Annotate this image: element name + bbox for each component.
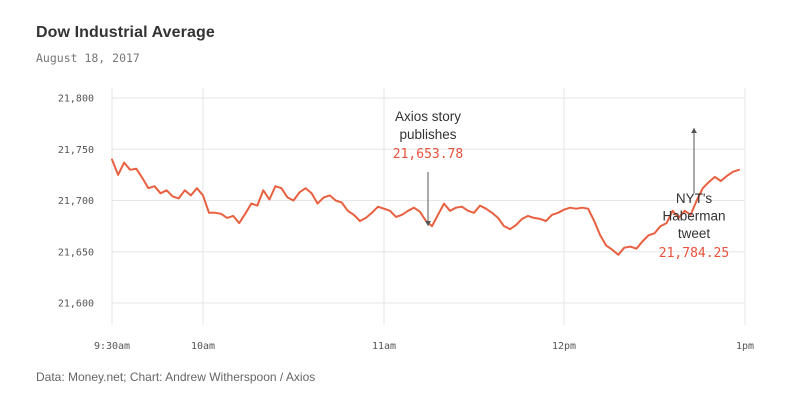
x-axis-labels: 9:30am 10am 11am 12pm 1pm [94, 341, 754, 352]
annotation-value: 21,784.25 [659, 246, 729, 261]
annotation: NYT's Haberman tweet 21,784.25 [659, 128, 729, 261]
annotation-arrowhead [691, 128, 697, 133]
source-credit: Data: Money.net; Chart: Andrew Witherspo… [36, 370, 316, 384]
y-tick-label: 21,800 [58, 94, 94, 105]
y-tick-label: 21,700 [58, 196, 94, 207]
annotation-layer: Axios story publishes 21,653.78 NYT's Haberm… [393, 109, 729, 261]
annotation-label: NYT's [676, 191, 713, 206]
line-chart: 21,600 21,650 21,700 21,750 21,800 9:30am 10a… [58, 88, 754, 352]
annotation-label: Axios story [395, 109, 461, 124]
chart-title: Dow Industrial Average [36, 24, 215, 41]
x-tick-label: 10am [191, 341, 215, 352]
grid-layer [111, 88, 746, 325]
y-tick-label: 21,750 [58, 145, 94, 156]
annotation-arrowhead [425, 221, 431, 226]
annotation-label: publishes [399, 127, 456, 142]
annotation-label: tweet [678, 226, 711, 241]
series-layer [111, 158, 740, 256]
annotation-label: Haberman [662, 209, 725, 224]
chart-subtitle: August 18, 2017 [36, 51, 140, 65]
series-line [111, 158, 740, 256]
x-tick-label: 12pm [552, 341, 576, 352]
x-tick-label: 11am [372, 341, 396, 352]
x-tick-label: 1pm [736, 341, 754, 352]
y-tick-label: 21,650 [58, 247, 94, 258]
y-axis-labels: 21,600 21,650 21,700 21,750 21,800 [58, 94, 94, 310]
annotation-value: 21,653.78 [393, 147, 463, 162]
x-tick-label: 9:30am [94, 341, 130, 352]
y-tick-label: 21,600 [58, 299, 94, 310]
annotation: Axios story publishes 21,653.78 [393, 109, 463, 226]
